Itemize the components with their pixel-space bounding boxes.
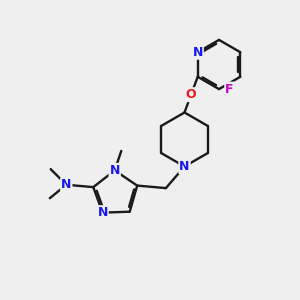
- Text: N: N: [61, 178, 71, 191]
- Text: N: N: [193, 46, 203, 59]
- Text: N: N: [110, 164, 120, 177]
- Text: O: O: [186, 88, 196, 101]
- Text: N: N: [179, 160, 190, 173]
- Text: N: N: [98, 206, 108, 219]
- Text: F: F: [225, 82, 234, 96]
